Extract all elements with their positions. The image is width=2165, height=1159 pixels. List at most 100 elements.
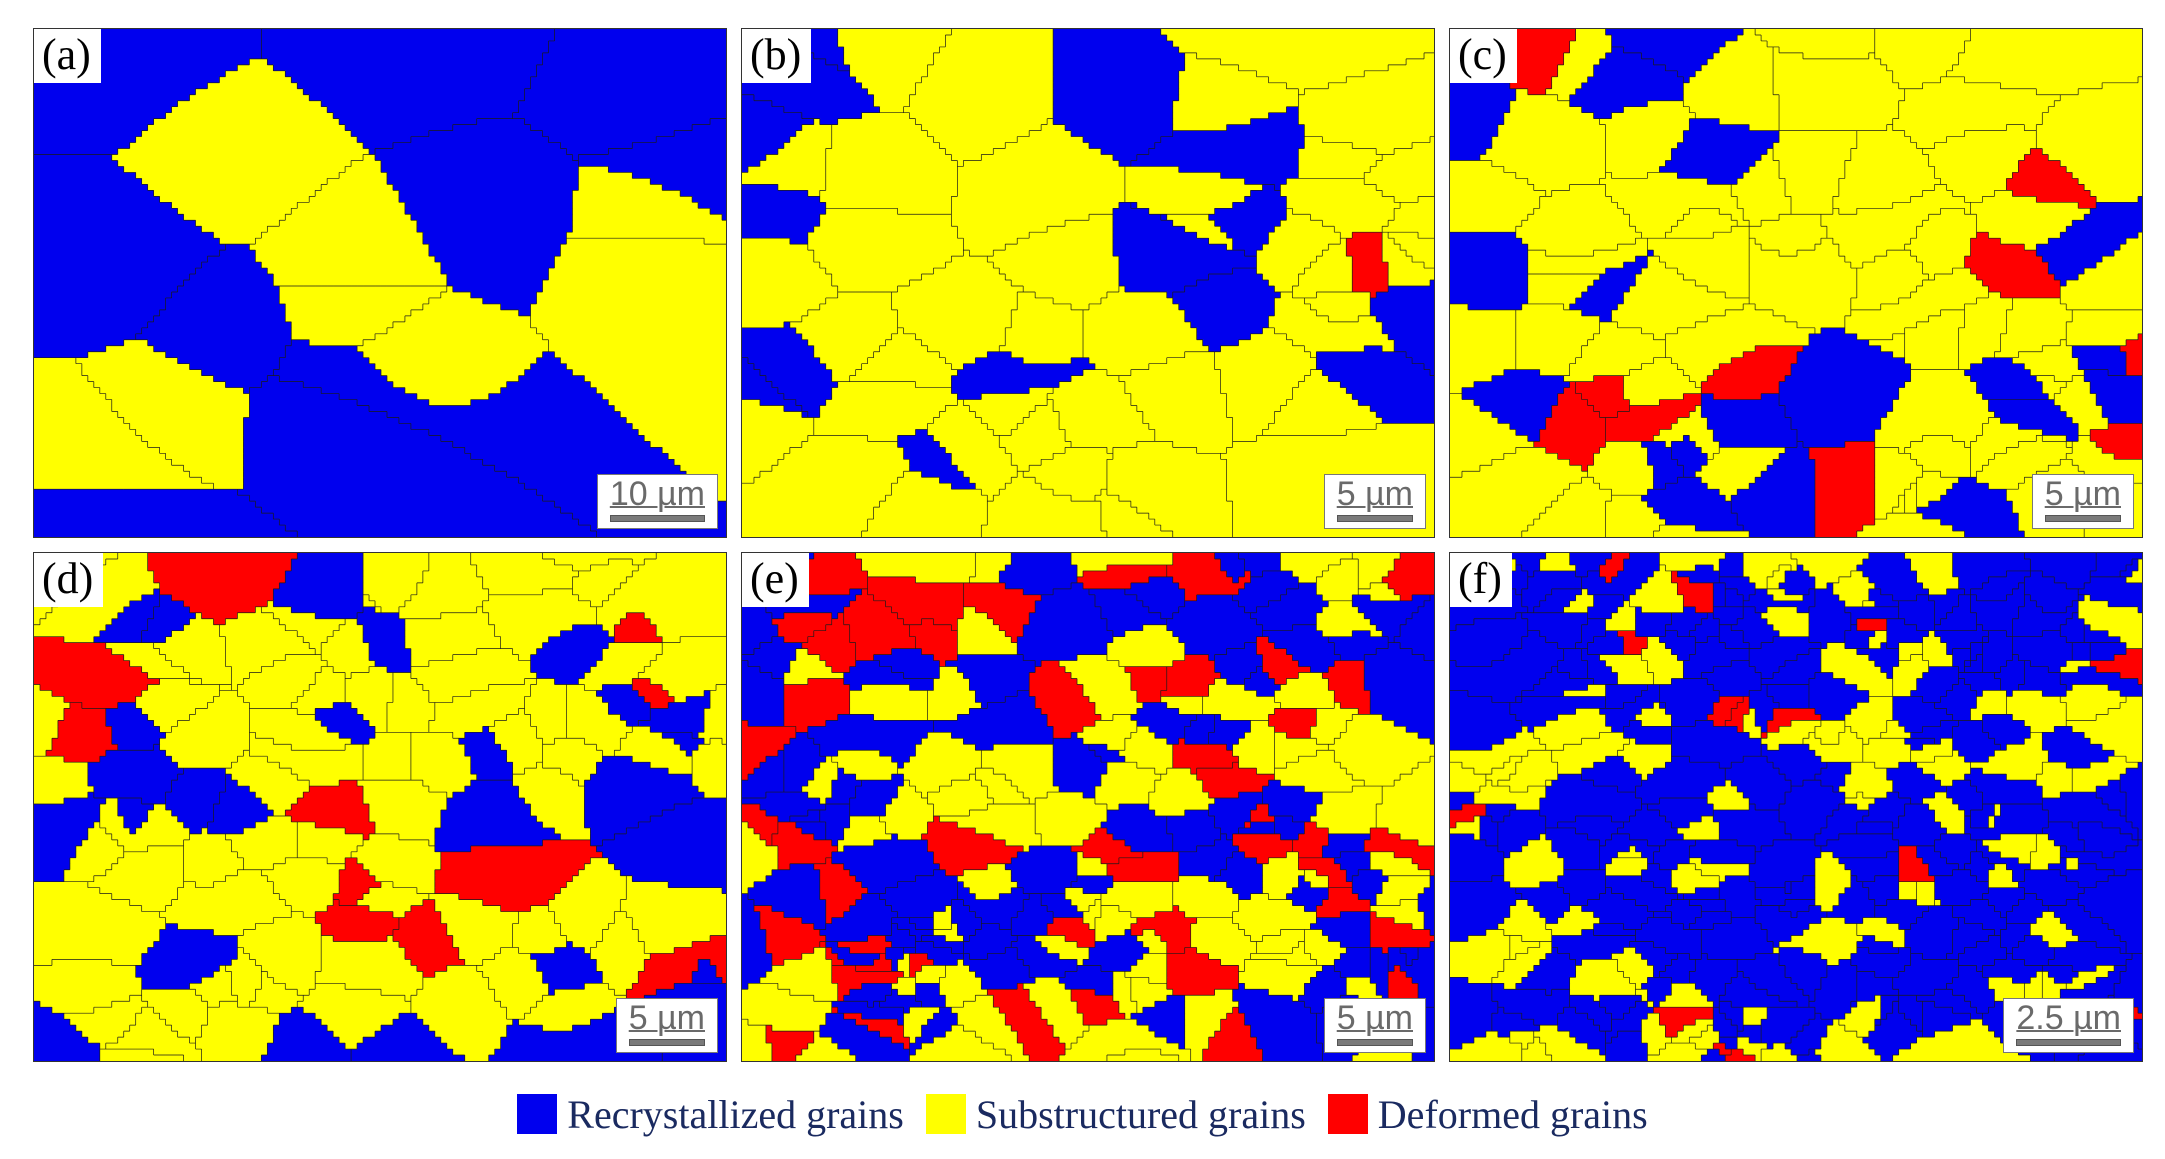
grain-region [1515,429,1541,436]
grain-region [1719,1037,1738,1044]
grain-region [1820,917,1846,925]
grain-region [742,684,785,692]
grain-region [742,214,821,221]
grain-region [1220,172,1299,180]
grain-region [201,977,544,984]
grain-region [1701,393,1714,401]
grain-region [542,971,603,978]
grain-region [404,624,574,632]
grain-region [765,154,1114,162]
grain-region [831,612,839,620]
grain-region [1551,935,1792,943]
grain-region [1298,857,1335,865]
grain-region [1053,76,1180,84]
grain-region [1731,357,1798,365]
grain-region [1898,869,1930,877]
grain-region [1611,315,2142,323]
grain-region [386,375,520,383]
grain-region [957,654,1078,662]
grain-region [34,142,131,150]
grain-region [742,738,791,745]
grain-region [1814,495,1876,502]
grain-region [742,833,761,841]
grain-region [650,441,726,448]
legend-item-deformed: Deformed grains [1327,1091,1648,1138]
grain-region [1767,618,1810,626]
grain-region [1611,576,1649,584]
grain-region [81,839,436,847]
grain-region [34,839,83,847]
grain-region [897,1019,905,1026]
grain-region [1533,726,1613,733]
grain-region [1665,1031,1678,1038]
grain-region [1629,594,1684,602]
grain-region [1521,726,1529,733]
grain-region [380,881,436,889]
grain-region [440,821,544,829]
grain-region [572,369,726,377]
grain-region [1047,947,1090,955]
grain-region [1196,327,1264,335]
grain-region [369,148,726,156]
grain-region [662,684,726,692]
legend: Recrystallized grains Substructured grai… [0,1086,2165,1142]
grain-region [34,196,161,203]
grain-region [1077,869,1108,877]
grain-region [285,809,370,817]
grain-region [1868,576,1918,584]
grain-region [1017,983,1024,990]
grain-region [1450,268,1529,275]
grain-region [1100,857,1180,865]
grain-region [1208,238,1234,245]
grain-region [1184,1043,1210,1050]
grain-region [1641,983,1672,990]
grain-region [1970,268,2049,275]
grain-region [34,202,173,209]
grain-region [1202,1049,1264,1056]
grain-region [159,738,352,745]
grain-region [1023,845,1030,853]
grain-region [1304,827,1329,835]
grain-region [1695,1019,1714,1026]
grain-region [771,1025,821,1032]
grain-region [2054,726,2073,733]
grain-region [1767,606,1798,614]
grain-region [87,827,131,835]
grain-region [1238,792,1323,799]
grain-region [2018,881,2142,889]
grain-region [1450,471,1655,478]
grain-region [1725,1055,1756,1061]
grain-region [1743,351,1798,359]
grain-region [34,369,203,377]
grain-region [1605,690,1870,698]
grain-region [873,100,1054,108]
grain-region [1136,1019,1186,1026]
grain-region [933,917,952,925]
grain-region [1232,887,1264,895]
grain-region [1605,660,1684,668]
grain-region [440,262,556,269]
grain-region [1605,576,1613,584]
grain-region [861,112,1054,120]
grain-region [1539,429,1660,436]
grain-region [1166,959,1222,966]
grain-region [333,1031,376,1038]
grain-region [255,821,316,829]
grain-region [644,435,726,442]
grain-region [1238,1001,1389,1008]
grain-region [1232,238,1270,245]
grain-region [1154,732,1246,739]
grain-region [34,983,143,990]
grain-region [1557,875,1672,883]
grain-region [2030,1055,2142,1061]
grain-region [2072,417,2109,425]
grain-region [1208,214,1288,221]
grain-region [34,387,244,395]
grain-region [1328,875,1347,883]
grain-region [1094,989,1114,996]
grain-region [759,917,803,925]
grain-region [1826,642,1846,650]
grain-region [831,857,935,865]
grain-region [1623,262,1649,269]
grain-region [1509,576,1607,584]
